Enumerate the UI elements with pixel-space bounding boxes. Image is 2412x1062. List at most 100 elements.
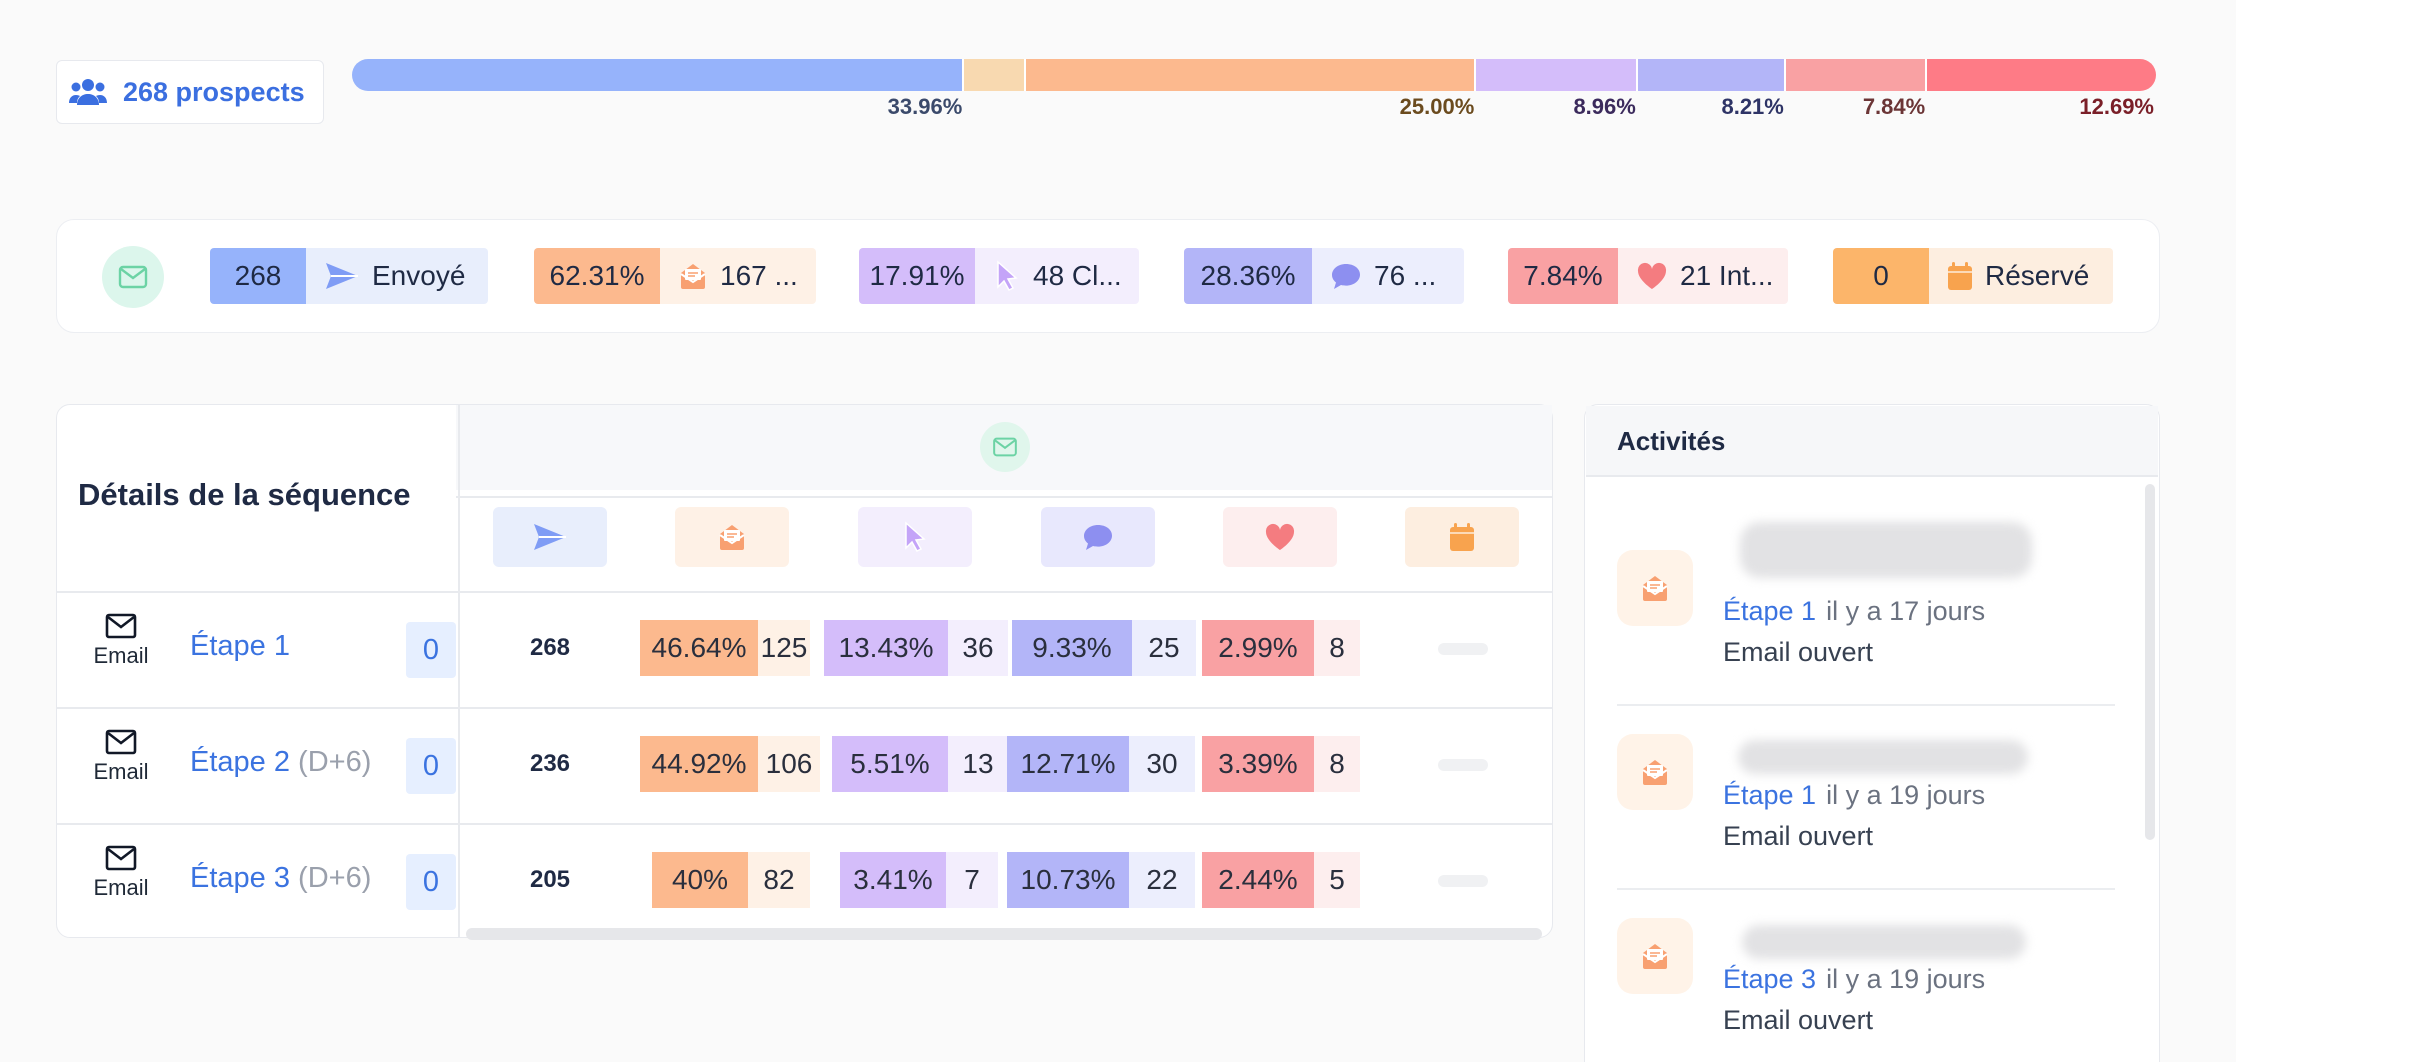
summary-stat-label: 167 ... [720, 260, 798, 291]
step-delay: (D+6) [298, 862, 372, 894]
summary-stat[interactable]: 28.36% 76 ... [1184, 248, 1464, 304]
step-name: Étape 2 [190, 746, 290, 778]
replied-count: 30 [1129, 736, 1195, 792]
opened-count: 106 [758, 736, 820, 792]
channel-label: Email [93, 875, 149, 900]
step-pending-count[interactable]: 0 [406, 622, 456, 678]
summary-stat-label: 76 ... [1374, 260, 1437, 291]
activity-divider [1617, 704, 2115, 706]
clicked-count: 36 [948, 620, 1008, 676]
summary-stat-value: 0 [1833, 248, 1929, 304]
interested-metric[interactable]: 2.44% 5 [1202, 852, 1360, 908]
funnel-segment [1927, 59, 2156, 91]
opened-count: 82 [748, 852, 810, 908]
interested-count: 8 [1314, 620, 1360, 676]
step-link[interactable]: Étape 2 (D+6) [190, 746, 371, 779]
booked-placeholder [1438, 875, 1488, 887]
step-link[interactable]: Étape 3 (D+6) [190, 862, 371, 895]
step-pending-count[interactable]: 0 [406, 738, 456, 794]
summary-stat[interactable]: 62.31% 167 ... [534, 248, 816, 304]
clicked-count: 7 [946, 852, 998, 908]
replied-percent: 10.73% [1007, 852, 1129, 908]
clicked-metric[interactable]: 5.51% 13 [832, 736, 1008, 792]
redacted-contact-name [1742, 925, 2026, 959]
column-header-calendar-icon[interactable] [1405, 507, 1519, 567]
step-pending-count[interactable]: 0 [406, 854, 456, 910]
summary-stat-label: 21 Int... [1680, 260, 1774, 291]
summary-stat-value: 268 [210, 248, 306, 304]
cursor-icon [901, 521, 929, 553]
clicked-metric[interactable]: 13.43% 36 [824, 620, 1008, 676]
replied-metric[interactable]: 12.71% 30 [1007, 736, 1195, 792]
activity-divider [1617, 888, 2115, 890]
opened-metric[interactable]: 40% 82 [652, 852, 810, 908]
activity-time: il y a 17 jours [1826, 596, 1986, 626]
mail-icon [88, 613, 154, 639]
clicked-count: 13 [948, 736, 1008, 792]
activity-type: Email ouvert [1723, 637, 1874, 667]
funnel-percent-label: 8.21% [1721, 94, 1784, 119]
prospects-label: 268 prospects [123, 76, 305, 107]
activity-step[interactable]: Étape 1 il y a 17 jours [1723, 596, 1985, 627]
opened-metric[interactable]: 46.64% 125 [640, 620, 810, 676]
opened-mail-icon [678, 261, 708, 291]
step-link[interactable]: Étape 1 [190, 630, 290, 663]
funnel-segment [964, 59, 1026, 91]
opened-mail-icon [1617, 734, 1693, 810]
funnel-segment [1637, 59, 1786, 91]
activity-step[interactable]: Étape 3 il y a 19 jours [1723, 964, 1985, 995]
summary-stat-label: Envoyé [372, 260, 466, 291]
summary-stat[interactable]: 0 Réservé [1833, 248, 2113, 304]
summary-stat[interactable]: 17.91% 48 Cl... [859, 248, 1139, 304]
summary-stat-value: 7.84% [1508, 248, 1618, 304]
summary-stat[interactable]: 268 Envoyé [210, 248, 488, 304]
interested-count: 5 [1314, 852, 1360, 908]
clicked-percent: 5.51% [832, 736, 948, 792]
send-icon [532, 522, 568, 552]
email-channel-icon [980, 422, 1030, 472]
column-header-heart-icon[interactable] [1223, 507, 1337, 567]
channel-email: Email [88, 613, 154, 669]
replied-count: 25 [1132, 620, 1196, 676]
step-name: Étape 3 [190, 862, 290, 894]
opened-metric[interactable]: 44.92% 106 [640, 736, 820, 792]
summary-stat[interactable]: 7.84% 21 Int... [1508, 248, 1788, 304]
summary-stat-value: 62.31% [534, 248, 660, 304]
opened-mail-icon [717, 522, 747, 552]
booked-placeholder [1438, 643, 1488, 655]
step-delay: (D+6) [298, 746, 372, 778]
column-header-cursor-icon[interactable] [858, 507, 972, 567]
vertical-scrollbar[interactable] [2145, 484, 2155, 840]
prospects-badge[interactable]: 268 prospects [56, 60, 324, 124]
send-icon [324, 261, 360, 291]
activities-header [1586, 406, 2158, 477]
replied-percent: 12.71% [1007, 736, 1129, 792]
column-header-send-icon[interactable] [493, 507, 607, 567]
interested-metric[interactable]: 3.39% 8 [1202, 736, 1360, 792]
booked-placeholder [1438, 759, 1488, 771]
funnel-percent-label: 25.00% [1399, 94, 1475, 119]
channel-email: Email [88, 729, 154, 785]
replied-metric[interactable]: 10.73% 22 [1007, 852, 1195, 908]
redacted-contact-name [1740, 522, 2032, 578]
opened-mail-icon [1617, 918, 1693, 994]
clicked-metric[interactable]: 3.41% 7 [840, 852, 998, 908]
activities-title: Activités [1617, 426, 1726, 456]
replied-percent: 9.33% [1012, 620, 1132, 676]
interested-metric[interactable]: 2.99% 8 [1202, 620, 1360, 676]
funnel-percent-label: 7.84% [1862, 94, 1926, 119]
opened-mail-icon [1617, 550, 1693, 626]
calendar-icon [1947, 261, 1973, 291]
channel-label: Email [93, 643, 149, 668]
opened-percent: 46.64% [640, 620, 758, 676]
replied-metric[interactable]: 9.33% 25 [1012, 620, 1196, 676]
funnel-segment [1785, 59, 1928, 91]
column-header-chat-icon[interactable] [1041, 507, 1155, 567]
summary-stat-label: 48 Cl... [1033, 260, 1122, 291]
column-header-opened-mail-icon[interactable] [675, 507, 789, 567]
cursor-icon [993, 260, 1021, 292]
interested-percent: 2.99% [1202, 620, 1314, 676]
opened-percent: 40% [652, 852, 748, 908]
horizontal-scrollbar[interactable] [466, 928, 1542, 940]
activity-step[interactable]: Étape 1 il y a 19 jours [1723, 780, 1985, 811]
